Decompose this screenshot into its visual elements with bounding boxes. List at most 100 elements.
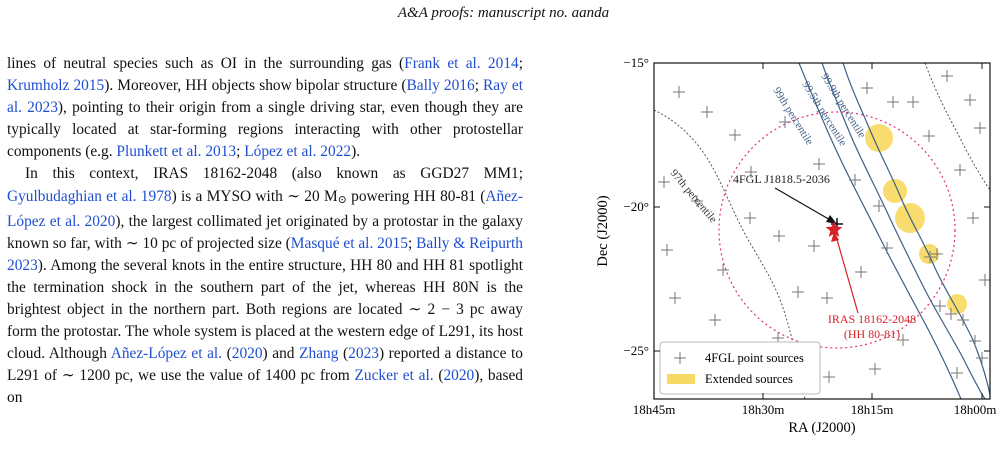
point-source-cross	[957, 314, 969, 326]
point-source-cross	[855, 266, 867, 278]
contour-99.9	[842, 63, 990, 396]
text-run: ), based on	[7, 367, 523, 407]
skymap-figure: 99.9th percentile 99.5th percentile 99th…	[575, 40, 1005, 470]
legend-extended-label: Extended sources	[705, 372, 793, 386]
point-source-cross	[967, 212, 979, 224]
point-source-cross	[709, 314, 721, 326]
point-source-cross	[779, 116, 791, 128]
point-source-cross	[907, 96, 919, 108]
point-source-cross	[691, 195, 703, 207]
point-source-cross	[881, 242, 893, 254]
xtick-label: 18h15m	[851, 402, 894, 417]
point-source-cross	[969, 335, 981, 347]
paragraph: In this context, IRAS 18162-2048 (also k…	[7, 163, 523, 409]
text-run: ) is a MYSO with ∼ 20 M	[171, 187, 338, 205]
text-run: ). Moreover, HH objects show bipolar str…	[104, 77, 407, 95]
legend-point-label: 4FGL point sources	[705, 351, 804, 365]
point-source-cross	[941, 70, 953, 82]
plot-frame	[653, 62, 991, 400]
point-source-cross	[744, 212, 756, 224]
citation-link[interactable]: Krumholz 2015	[7, 77, 105, 95]
text-run: ;	[236, 143, 245, 161]
citation-link[interactable]: Añez-López et al.	[110, 345, 223, 363]
citation-link[interactable]: 2023	[348, 345, 379, 363]
region-circle	[718, 111, 956, 349]
extended-source	[947, 294, 967, 314]
point-source-cross	[945, 308, 957, 320]
text-run: ).	[351, 143, 361, 161]
citation-link[interactable]: López et al. 2022	[244, 143, 352, 161]
citation-link[interactable]: Ray et al. 2023	[7, 77, 524, 117]
xtick-label: 18h30m	[742, 402, 785, 417]
point-source-cross	[964, 94, 976, 106]
iras-label-sub: (HH 80-81)	[844, 327, 900, 341]
text-run: ⊙	[337, 193, 347, 206]
point-source-cross	[792, 286, 804, 298]
text-run: ), pointing to their origin from a singl…	[7, 99, 523, 161]
citation-link[interactable]: 2020	[231, 345, 263, 363]
arrow-head	[826, 215, 837, 224]
axis-ticks	[653, 62, 990, 399]
citation-link[interactable]: Añez-López et al. 2020	[7, 187, 524, 230]
point-source-cross	[773, 230, 785, 242]
contour-97-a	[654, 109, 806, 399]
citation-link[interactable]: 2020	[443, 367, 475, 385]
text-run: (	[338, 345, 349, 363]
text-run: ;	[518, 55, 523, 72]
point-source-cross	[669, 292, 681, 304]
paragraph: lines of neutral species such as OI in t…	[7, 53, 523, 163]
point-source-cross	[976, 352, 988, 364]
point-source-cross	[808, 240, 820, 252]
point-source-cross	[823, 371, 835, 383]
citation-link[interactable]: Bally & Reipurth 2023	[7, 234, 523, 274]
citation-link[interactable]: Zucker et al.	[354, 367, 434, 385]
xtick-label: 18h00m	[954, 402, 997, 417]
iras-arrow-head	[831, 232, 839, 242]
text-run: In this context, IRAS 18162-2048 (also k…	[25, 165, 523, 183]
point-source-cross	[924, 251, 936, 263]
xtick-label: 18h45m	[633, 402, 676, 417]
point-source-cross	[658, 176, 670, 188]
text-run: ), the largest collimated jet originated…	[7, 212, 523, 252]
point-source-cross	[873, 200, 885, 212]
point-source-cross	[931, 248, 943, 260]
point-source-cross	[974, 122, 986, 134]
point-source-cross	[813, 158, 825, 170]
point-source-cross	[979, 274, 990, 286]
point-source-cross	[849, 174, 861, 186]
legend-box	[659, 341, 821, 395]
point-source-cross	[934, 300, 946, 312]
point-source-cross	[951, 367, 963, 379]
point-source-cross	[887, 96, 899, 108]
citation-link[interactable]: Masqué et al. 2015	[290, 234, 408, 252]
point-source-cross	[954, 164, 966, 176]
citation-link[interactable]: Gyulbudaghian et al. 1978	[7, 187, 172, 205]
point-source-cross	[897, 334, 909, 346]
ytick-label: −15°	[623, 55, 649, 70]
legend-extended-swatch	[667, 374, 695, 384]
source-label: 4FGL J1818.5-2036	[733, 172, 830, 186]
citation-link[interactable]: Frank et al. 2014	[404, 55, 519, 72]
contour-99.5	[821, 63, 986, 399]
contour-99	[798, 63, 962, 399]
contour-97-b	[924, 63, 990, 191]
point-source-cross	[673, 86, 685, 98]
x-axis-label: RA (J2000)	[788, 420, 855, 436]
iras-arrow	[835, 235, 859, 314]
citation-link[interactable]: Zhang	[299, 345, 339, 363]
ytick-label: −20°	[623, 199, 649, 214]
citation-link[interactable]: Plunkett et al. 2013	[116, 143, 237, 161]
ytick-label: −25°	[623, 343, 649, 358]
point-source-cross	[861, 82, 873, 94]
text-run: lines of neutral species such as OI in t…	[7, 55, 405, 72]
running-header: A&A proofs: manuscript no. aanda	[397, 5, 610, 21]
text-run: powering HH 80-81 (	[346, 187, 486, 205]
citation-link[interactable]: Bally 2016	[406, 77, 475, 95]
skymap-plot: 99.9th percentile 99.5th percentile 99th…	[595, 55, 997, 436]
point-source-cross	[821, 292, 833, 304]
point-sources	[658, 70, 990, 383]
text-run: ;	[407, 234, 417, 252]
source-arrow	[774, 187, 833, 222]
text-run: ) reported a distance to L291 of ∼ 1200 …	[7, 345, 523, 385]
y-axis-label: Dec (J2000)	[595, 195, 611, 266]
